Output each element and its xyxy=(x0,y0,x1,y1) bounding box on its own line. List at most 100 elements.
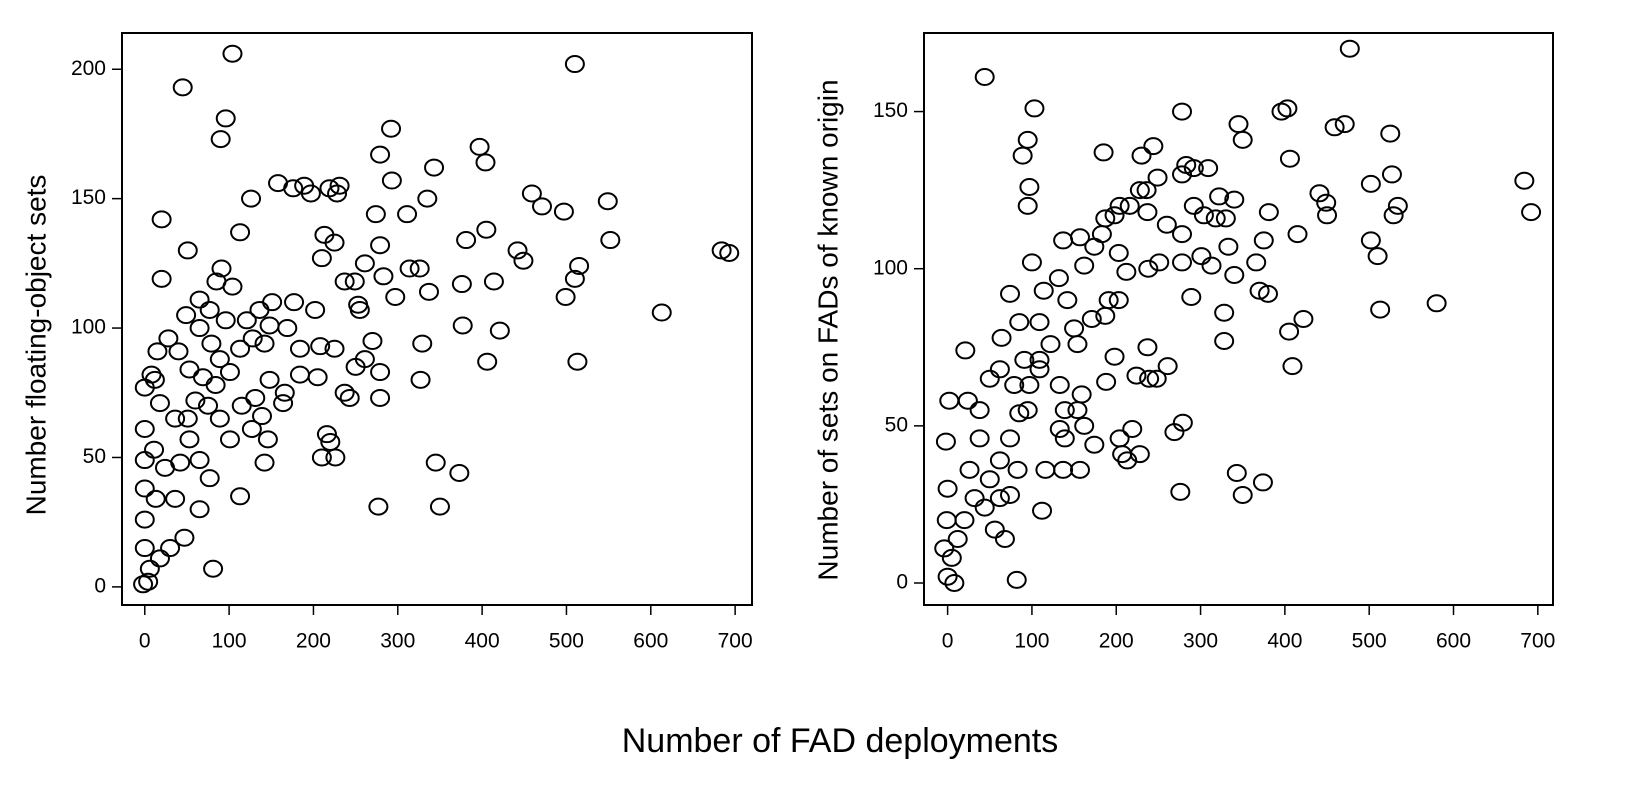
x-tick-label: 300 xyxy=(380,630,415,653)
point xyxy=(1149,253,1170,272)
x-tick-label: 0 xyxy=(139,630,151,653)
point xyxy=(1253,231,1274,250)
point xyxy=(452,316,473,335)
point xyxy=(145,489,166,508)
point xyxy=(1104,347,1125,366)
point xyxy=(597,192,618,211)
point xyxy=(249,300,270,319)
point xyxy=(1081,310,1102,328)
point xyxy=(177,241,198,260)
point xyxy=(1069,228,1090,247)
point xyxy=(1067,335,1088,354)
point xyxy=(362,332,383,350)
point xyxy=(955,341,976,360)
point xyxy=(354,350,375,369)
y-tick-label: 50 xyxy=(885,413,908,436)
point xyxy=(1224,266,1245,284)
point xyxy=(1426,294,1447,313)
point xyxy=(168,342,189,361)
point xyxy=(564,55,585,74)
point xyxy=(1193,206,1214,225)
point xyxy=(368,497,389,516)
point xyxy=(222,44,243,63)
point xyxy=(165,489,186,508)
point xyxy=(947,530,968,548)
point xyxy=(1282,357,1303,376)
point xyxy=(179,430,200,449)
point xyxy=(1201,256,1222,275)
point xyxy=(310,337,331,356)
point xyxy=(451,275,472,294)
point xyxy=(134,510,155,529)
point xyxy=(1071,385,1092,404)
point xyxy=(1017,401,1038,420)
point xyxy=(1324,118,1345,137)
point xyxy=(553,202,574,221)
point xyxy=(201,334,222,353)
point xyxy=(1147,168,1168,187)
point xyxy=(215,109,236,128)
point xyxy=(1024,99,1045,118)
y-tick-label: 150 xyxy=(873,99,908,122)
point xyxy=(1033,281,1054,300)
point xyxy=(959,460,980,479)
point xyxy=(532,197,552,216)
point xyxy=(1131,146,1152,165)
point xyxy=(429,497,450,516)
point xyxy=(974,68,995,86)
point xyxy=(1009,313,1030,332)
point xyxy=(1137,338,1158,357)
y-axis-label: Number floating-object sets xyxy=(20,175,51,516)
point xyxy=(329,176,350,195)
point xyxy=(1214,303,1235,322)
x-tick-label: 200 xyxy=(1099,630,1134,653)
point xyxy=(174,528,195,547)
point xyxy=(289,365,310,384)
point xyxy=(1339,39,1360,58)
point xyxy=(1214,332,1235,350)
point xyxy=(1017,130,1038,149)
point xyxy=(334,383,355,402)
point xyxy=(1053,460,1074,479)
point xyxy=(211,259,232,278)
point xyxy=(1021,253,1042,272)
point xyxy=(242,329,263,348)
y-axis-label: Number of sets on FADs of known origin xyxy=(812,79,843,580)
point xyxy=(1198,159,1219,178)
point xyxy=(1136,181,1157,200)
point xyxy=(1000,284,1021,303)
plot-frame xyxy=(923,32,1554,606)
point xyxy=(1226,464,1247,482)
point xyxy=(1049,376,1070,394)
point xyxy=(165,409,186,428)
point xyxy=(957,391,978,410)
point xyxy=(134,420,155,438)
point xyxy=(1521,203,1542,222)
point xyxy=(149,549,170,568)
point xyxy=(385,288,406,306)
point xyxy=(409,259,430,278)
point xyxy=(1360,231,1381,250)
point xyxy=(1258,284,1279,303)
point xyxy=(316,425,337,444)
point xyxy=(964,489,985,508)
point xyxy=(1012,146,1033,165)
point xyxy=(1084,237,1105,256)
point xyxy=(1252,473,1273,492)
point xyxy=(719,244,740,262)
plot-frame xyxy=(121,32,753,606)
point xyxy=(262,293,283,312)
point xyxy=(425,453,446,472)
point xyxy=(410,370,431,389)
point xyxy=(969,429,990,448)
point xyxy=(476,220,497,239)
point xyxy=(144,440,165,459)
point xyxy=(1383,206,1404,225)
point xyxy=(189,319,210,338)
point xyxy=(241,189,262,208)
point xyxy=(192,368,213,387)
point xyxy=(219,430,240,449)
point xyxy=(1279,149,1300,168)
y-tick-label: 100 xyxy=(873,256,908,279)
